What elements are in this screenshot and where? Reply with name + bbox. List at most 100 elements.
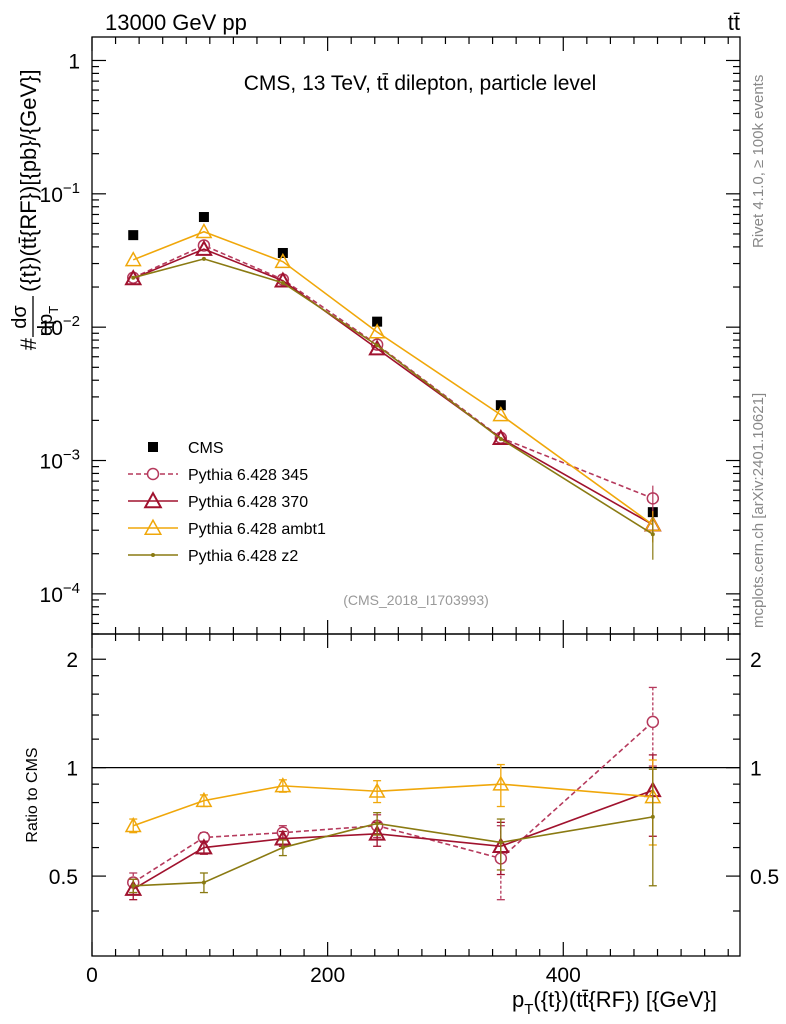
x-axis-label-main: p [512,987,524,1012]
legend-label: Pythia 6.428 370 [188,494,308,511]
header-process-label: tt̄ [728,10,740,35]
x-tick-labels: 0 200 400 [86,964,581,987]
ratio-data-point [195,791,213,808]
main-data-point [195,222,213,239]
y-tick-label: 10−3 [40,447,80,474]
main-data-point [368,323,386,339]
ratio-tick-label-right: 1 [750,758,762,781]
rivet-version-label: Rivet 4.1.0, ≥ 100k events [750,75,767,248]
y-tick-label: 1 [68,50,80,73]
main-data-point [274,252,292,269]
mcplots-label: mcplots.cern.ch [arXiv:2401.10621] [750,393,767,628]
main-data-point [495,400,506,411]
ratio-data-point [368,824,387,841]
main-series-line [132,230,654,526]
y-tick-label-base: 10 [40,584,63,607]
main-data-point [491,428,510,445]
main-data-point [124,269,143,286]
main-series-line [133,258,654,535]
ratio-series-4 [129,768,657,894]
main-series-layer [124,212,662,560]
y-tick-label-exponent: −4 [63,580,80,597]
chart-title: CMS, 13 TeV, tt̄ dilepton, particle leve… [244,72,597,95]
ratio-data-point [650,814,655,819]
main-series-4 [131,256,655,560]
ratio-panel-frame [91,633,741,957]
main-data-point [131,275,136,280]
legend-item: Pythia 6.428 ambt1 [128,518,326,538]
y-tick-label-exponent: −1 [63,180,80,197]
legend-item: Pythia 6.428 370 [128,491,308,511]
y-tick-label-base: 10 [40,184,63,207]
ratio-tick-label-left: 1 [66,758,78,781]
legend-label: Pythia 6.428 345 [188,467,308,484]
x-tick-label: 400 [546,964,581,987]
main-data-point [375,343,380,348]
legend-item: Pythia 6.428 345 [128,467,308,484]
y-axis-label-hash: # [16,337,41,350]
ratio-series-line [132,721,654,884]
y-axis-label-den-sub: T [46,306,61,314]
ratio-data-point [124,816,142,833]
y-tick-labels: 110−110−210−310−4 [40,50,80,606]
ratio-tick-label-left: 2 [66,649,78,672]
y-tick-label: 10−1 [40,180,80,207]
x-axis-label-sub: T [524,1001,533,1018]
main-series-line [132,244,654,500]
y-axis-label-numerator: dσ [9,305,31,329]
y-tick-label: 10−4 [40,580,80,607]
legend-marker [143,491,163,509]
main-data-point [498,436,503,441]
ratio-data-point [201,880,206,885]
ratio-data-point [646,715,660,729]
y-axis-label: # dσ dpT ({t})(tt̄{RF})[{pb}/{GeV}] [9,69,61,350]
ratio-data-point [368,782,386,798]
main-data-point [280,280,285,285]
legend-marker [151,553,155,557]
ratio-data-point [274,777,292,793]
ratio-tick-label-right: 2 [750,649,762,672]
ratio-axis-ticks: 2 2 1 1 0.5 0.5 [49,634,779,956]
header-energy-label: 13000 GeV pp [105,10,247,35]
ratio-tick-label-left: 0.5 [49,866,78,889]
legend-marker [148,442,158,452]
legend-label: Pythia 6.428 ambt1 [188,521,326,538]
main-data-point [195,239,213,256]
ratio-data-point [195,838,213,855]
x-axis-label-rest: ({t})(tt̄{RF}) [{GeV}] [533,987,716,1012]
ratio-series-layer [124,686,662,901]
y-tick-label-exponent: −3 [63,447,80,464]
ratio-data-point [280,845,285,850]
y-tick-label-base: 10 [40,451,63,474]
y-tick-label-base: 10 [40,317,63,340]
legend: CMS Pythia 6.428 345 Pythia 6.428 370 Pythi… [128,440,326,565]
main-data-point [201,256,206,261]
x-tick-label: 0 [86,964,98,987]
ratio-data-point [375,821,380,826]
x-tick-label: 200 [310,964,345,987]
ratio-axis-label: Ratio to CMS [24,747,41,842]
main-axis-ticks [91,37,740,635]
legend-label: Pythia 6.428 z2 [188,548,298,565]
legend-item: CMS [148,440,224,457]
y-axis-label-rest: ({t})(tt̄{RF})[{pb}/{GeV}] [16,69,41,292]
x-axis-label: pT({t})(tt̄{RF}) [{GeV}] [512,987,717,1018]
main-data-point [124,251,142,267]
ratio-tick-label-right: 0.5 [750,866,779,889]
ratio-data-point [492,775,510,791]
legend-marker [143,518,163,535]
y-tick-label: 10−2 [40,313,80,340]
main-data-point [128,230,139,241]
ratio-data-point [124,879,143,896]
y-tick-label-exponent: −2 [63,313,80,330]
ratio-data-point [498,840,503,845]
main-data-point [198,212,209,223]
main-data-point [273,271,292,288]
main-data-point [492,406,510,422]
ratio-series-line [132,783,653,827]
legend-marker [146,467,160,481]
main-data-point [372,316,383,327]
ratio-series-line [133,816,653,887]
